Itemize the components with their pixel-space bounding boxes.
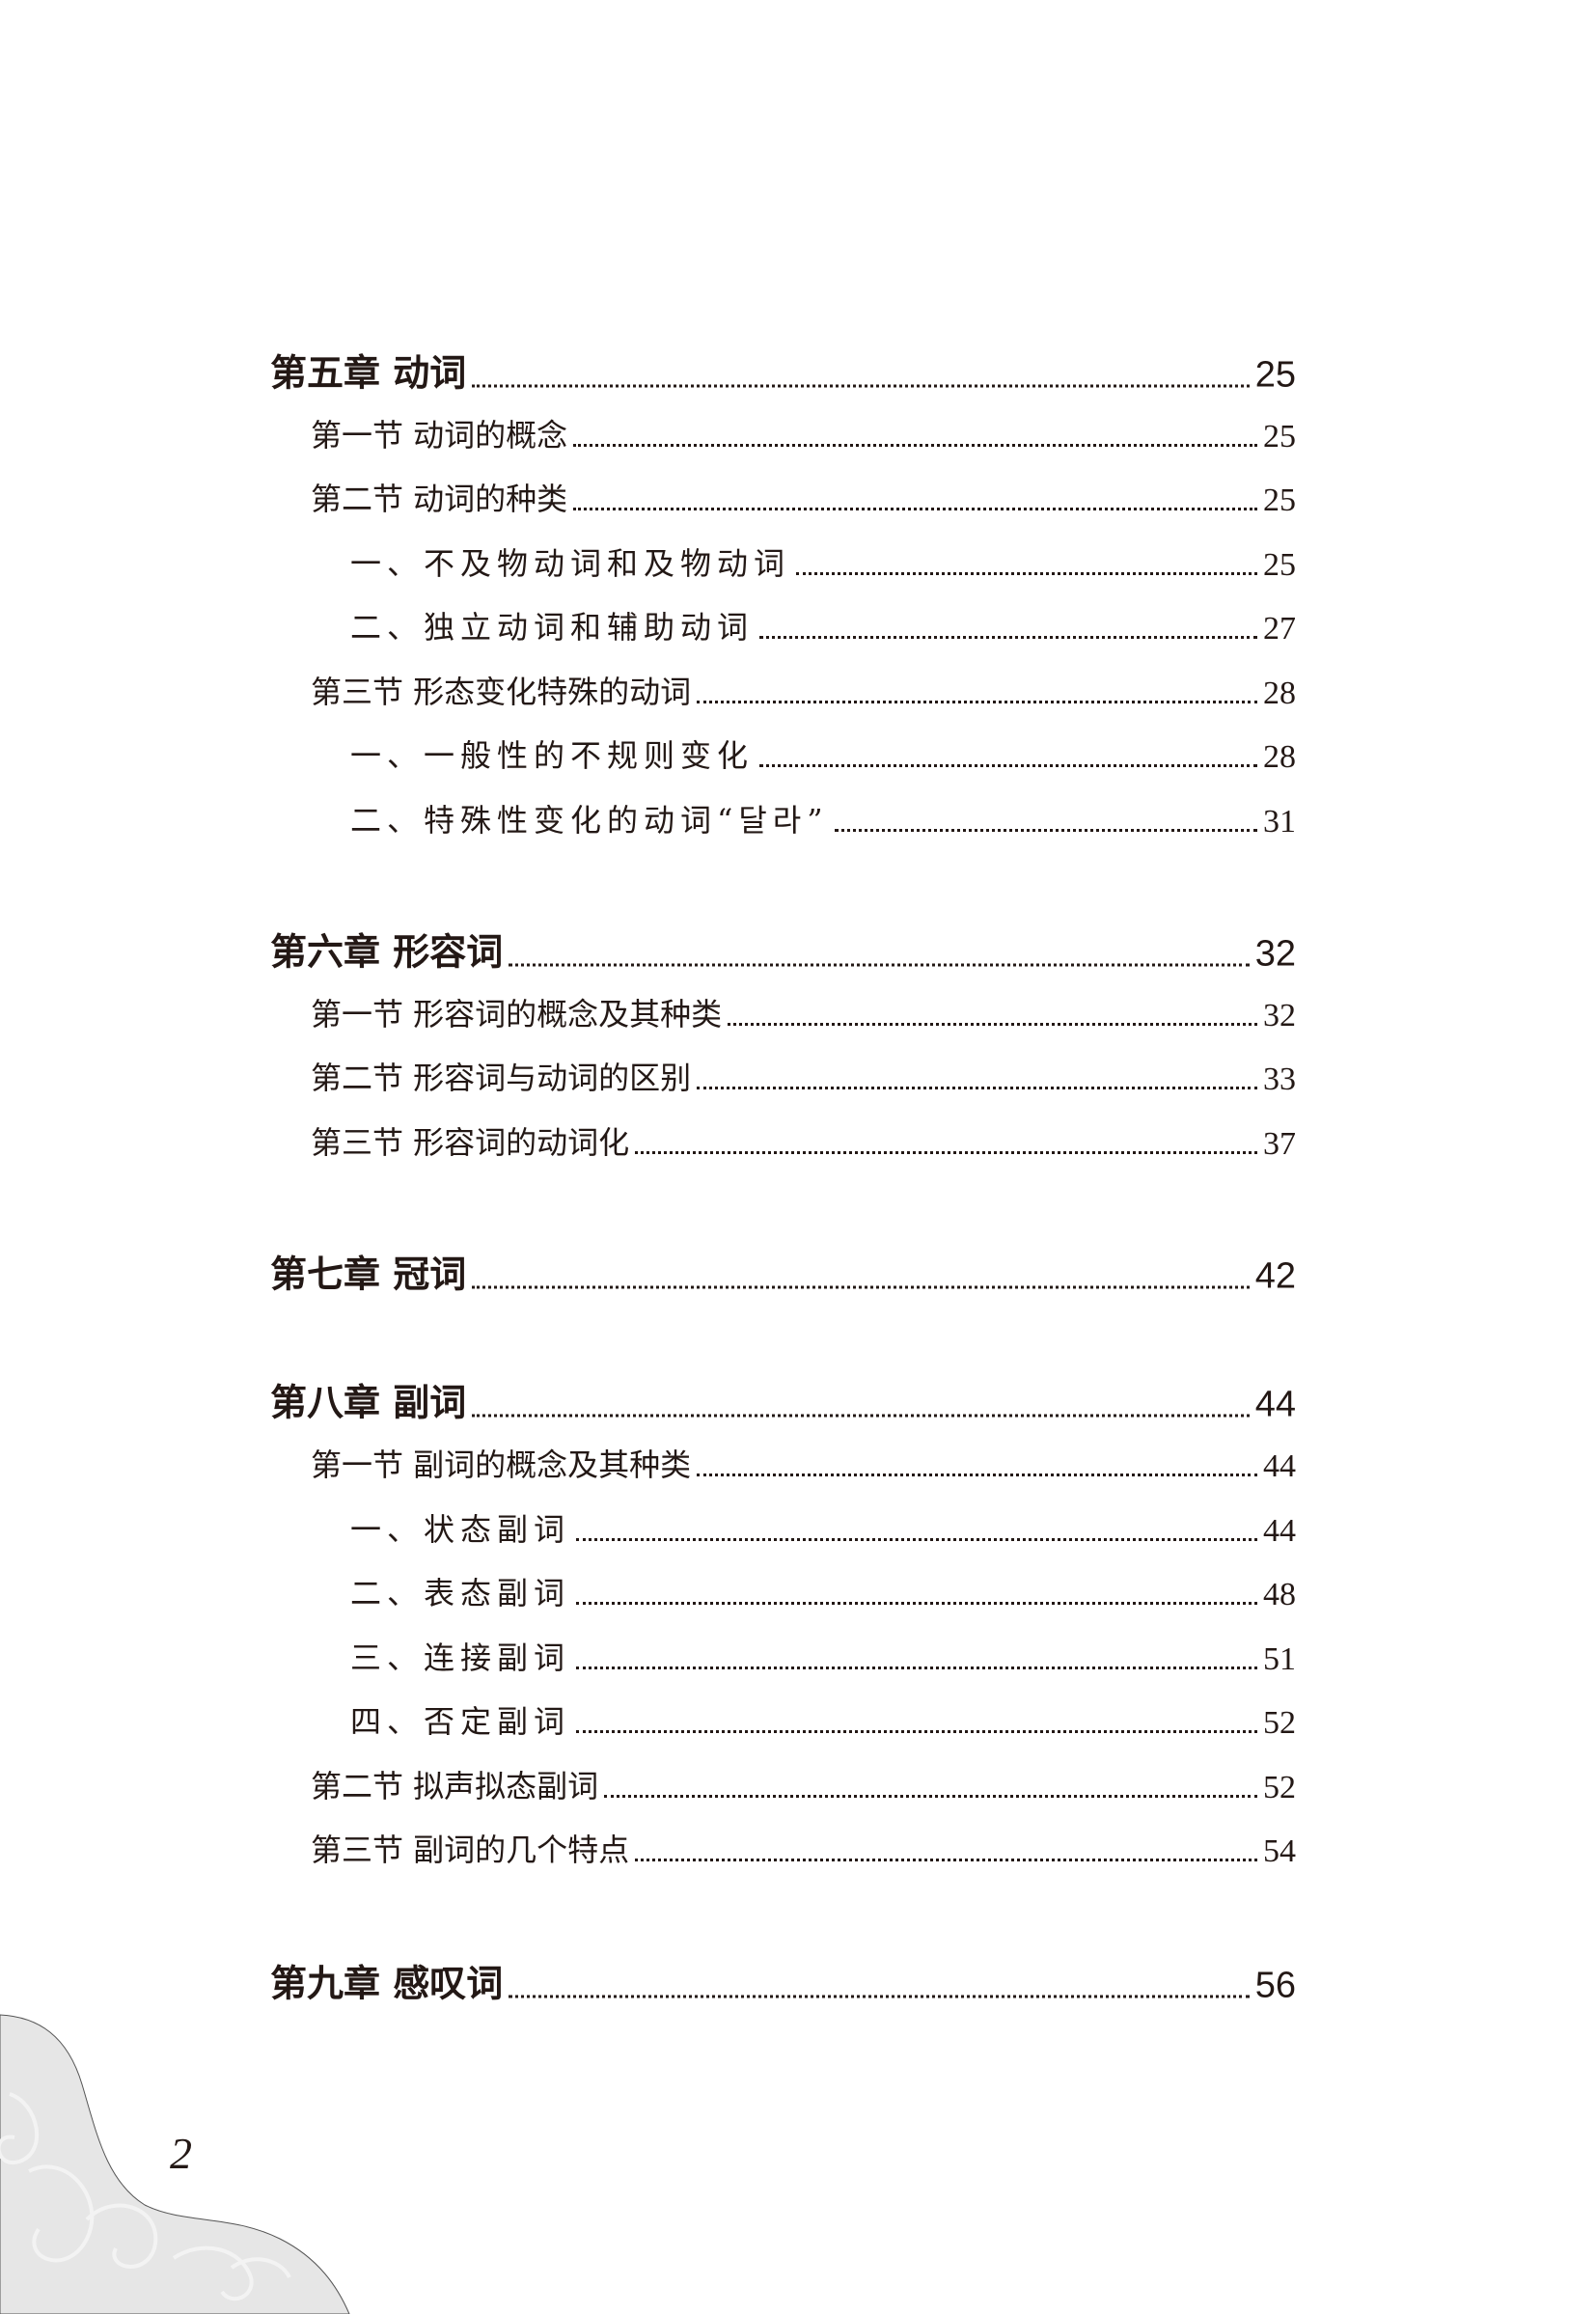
toc-entry-title: 第二节 形容词与动词的区别 [311, 1060, 692, 1096]
toc-entry-title: 第一节 动词的概念 [311, 417, 568, 454]
dot-leader [576, 1602, 1257, 1605]
toc-entry-page: 28 [1263, 739, 1296, 775]
toc-entry-page: 56 [1254, 1965, 1296, 2006]
toc-entry-section[interactable]: 第三节 副词的几个特点 54 [311, 1826, 1296, 1870]
toc-entry-title: 一、状态副词 [350, 1511, 571, 1548]
toc-entry-sub[interactable]: 一、一般性的不规则变化 28 [350, 731, 1296, 776]
dot-leader [472, 1414, 1250, 1418]
toc-entry-section[interactable]: 第一节 形容词的概念及其种类 32 [311, 990, 1296, 1034]
toc-entry-title: 第八章 副词 [270, 1381, 467, 1424]
toc-entry-chapter[interactable]: 第七章 冠词 42 [270, 1245, 1296, 1298]
toc-entry-section[interactable]: 第三节 形容词的动词化 37 [311, 1118, 1296, 1163]
toc-entry-page: 28 [1263, 675, 1296, 711]
toc-entry-title: 第六章 形容词 [270, 930, 504, 974]
toc-entry-sub[interactable]: 二、独立动词和辅助动词 27 [350, 603, 1296, 647]
dot-leader [509, 963, 1250, 967]
dot-leader [509, 1995, 1250, 1998]
dot-leader [573, 444, 1257, 447]
toc-entry-page: 42 [1254, 1255, 1296, 1297]
toc-entry-section[interactable]: 第二节 动词的种类 25 [311, 475, 1296, 519]
toc-entry-title: 第二节 动词的种类 [311, 481, 568, 517]
dot-leader [576, 1667, 1257, 1669]
toc-entry-section[interactable]: 第一节 动词的概念 25 [311, 411, 1296, 455]
toc-entry-title: 一、一般性的不规则变化 [350, 737, 755, 774]
toc-entry-page: 25 [1254, 354, 1296, 396]
toc-entry-title: 二、特殊性变化的动词“달라” [350, 802, 829, 839]
dot-leader [573, 508, 1257, 510]
toc-entry-page: 44 [1263, 1448, 1296, 1484]
dot-leader [834, 829, 1257, 832]
dot-leader [697, 1474, 1257, 1476]
toc-entry-page: 32 [1263, 998, 1296, 1033]
toc-entry-chapter[interactable]: 第五章 动词 25 [270, 344, 1296, 397]
toc-entry-sub[interactable]: 三、连接副词 51 [350, 1634, 1296, 1678]
page-number: 2 [170, 2129, 192, 2178]
toc-entry-title: 一、不及物动词和及物动词 [350, 545, 791, 582]
toc-entry-sub[interactable]: 二、表态副词 48 [350, 1569, 1296, 1613]
toc-entry-title: 第三节 形态变化特殊的动词 [311, 674, 692, 710]
dot-leader [604, 1795, 1257, 1798]
toc-entry-sub[interactable]: 四、否定副词 52 [350, 1697, 1296, 1742]
dot-leader [472, 1285, 1250, 1289]
toc-entry-sub[interactable]: 一、状态副词 44 [350, 1505, 1296, 1550]
toc-entry-title: 第一节 形容词的概念及其种类 [311, 996, 723, 1033]
toc-entry-chapter[interactable]: 第八章 副词 44 [270, 1373, 1296, 1426]
toc-entry-page: 54 [1263, 1833, 1296, 1869]
toc-entry-page: 31 [1263, 804, 1296, 840]
toc-entry-section[interactable]: 第三节 形态变化特殊的动词 28 [311, 668, 1296, 712]
toc-entry-page: 25 [1263, 482, 1296, 518]
toc-entry-title: 第五章 动词 [270, 351, 467, 395]
dot-leader [576, 1538, 1257, 1541]
toc-entry-page: 25 [1263, 419, 1296, 455]
toc-entry-title: 第三节 副词的几个特点 [311, 1832, 630, 1868]
toc-entry-page: 32 [1254, 933, 1296, 975]
dot-leader [576, 1730, 1257, 1733]
toc-entry-page: 51 [1263, 1641, 1296, 1677]
toc-entry-page: 25 [1263, 547, 1296, 583]
dot-leader [796, 572, 1257, 575]
toc-entry-page: 52 [1263, 1705, 1296, 1741]
dot-leader [697, 1087, 1257, 1089]
dot-leader [635, 1859, 1257, 1861]
toc-entry-page: 37 [1263, 1126, 1296, 1162]
toc-entry-chapter[interactable]: 第九章 感叹词 56 [270, 1954, 1296, 2007]
toc-entry-title: 第二节 拟声拟态副词 [311, 1768, 599, 1804]
toc-entry-title: 二、独立动词和辅助动词 [350, 609, 755, 646]
toc-entry-page: 44 [1254, 1384, 1296, 1425]
toc-entry-title: 二、表态副词 [350, 1575, 571, 1612]
toc-entry-page: 52 [1263, 1770, 1296, 1805]
dot-leader [472, 384, 1250, 388]
toc-entry-sub[interactable]: 一、不及物动词和及物动词 25 [350, 539, 1296, 584]
toc-entry-section[interactable]: 第二节 拟声拟态副词 52 [311, 1762, 1296, 1806]
toc-entry-page: 27 [1263, 611, 1296, 647]
toc-entry-title: 第七章 冠词 [270, 1253, 467, 1296]
toc-entry-title: 第三节 形容词的动词化 [311, 1124, 630, 1161]
dot-leader [728, 1023, 1257, 1026]
toc-entry-section[interactable]: 第一节 副词的概念及其种类 44 [311, 1441, 1296, 1485]
toc-entry-title: 第一节 副词的概念及其种类 [311, 1446, 692, 1483]
dot-leader [759, 764, 1257, 767]
toc-entry-page: 48 [1263, 1577, 1296, 1612]
toc-entry-page: 44 [1263, 1513, 1296, 1549]
toc-entry-title: 四、否定副词 [350, 1703, 571, 1740]
dot-leader [635, 1151, 1257, 1154]
toc-entry-sub[interactable]: 二、特殊性变化的动词“달라” 31 [350, 796, 1296, 840]
dot-leader [697, 701, 1257, 703]
toc-entry-title: 三、连接副词 [350, 1639, 571, 1676]
toc-entry-section[interactable]: 第二节 形容词与动词的区别 33 [311, 1054, 1296, 1098]
dot-leader [759, 636, 1257, 639]
decorative-corner-ornament [0, 2014, 350, 2314]
toc-entry-chapter[interactable]: 第六章 形容词 32 [270, 923, 1296, 976]
toc-entry-title: 第九章 感叹词 [270, 1962, 504, 2005]
toc-entry-page: 33 [1263, 1061, 1296, 1097]
